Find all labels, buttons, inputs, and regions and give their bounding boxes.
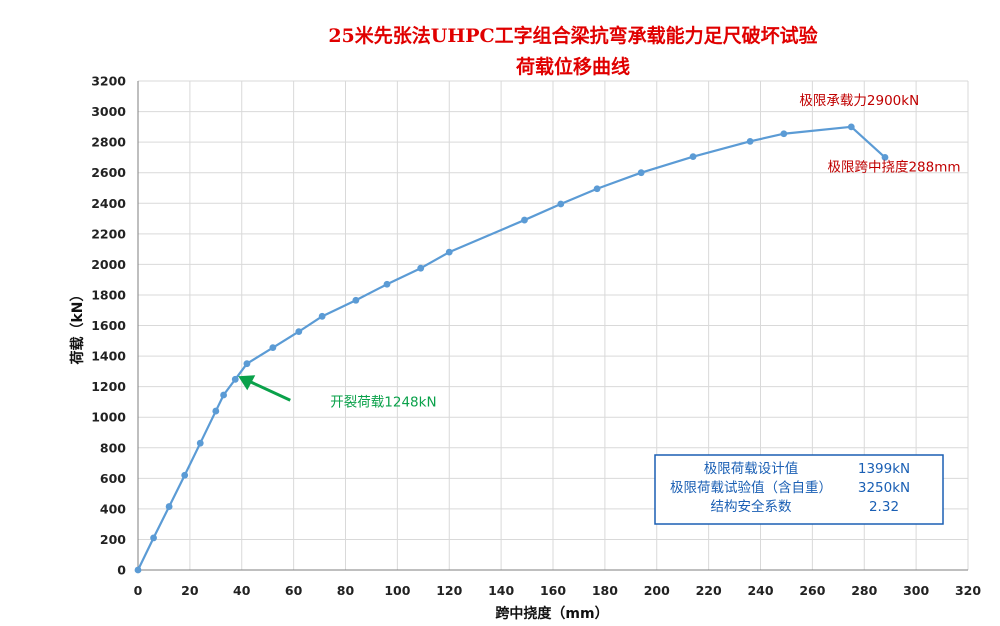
y-axis-title: 荷载（kN） [69, 287, 86, 365]
y-tick-label: 2000 [91, 257, 126, 272]
x-tick-label: 200 [644, 583, 670, 598]
y-tick-label: 0 [117, 563, 126, 578]
x-tick-label: 320 [955, 583, 981, 598]
x-tick-label: 220 [696, 583, 722, 598]
crack-arrow-shaft [248, 379, 291, 402]
x-tick-label: 260 [799, 583, 825, 598]
data-point [150, 534, 157, 542]
data-point [637, 169, 645, 177]
y-tick-label: 400 [100, 501, 126, 516]
info-box-label: 极限荷载设计值 [704, 461, 799, 477]
data-point [847, 123, 855, 131]
data-point [557, 200, 565, 208]
data-point [352, 296, 360, 304]
data-point [212, 407, 220, 415]
x-tick-label: 40 [233, 583, 251, 598]
x-tick-label: 100 [384, 583, 410, 598]
data-point [165, 503, 173, 510]
crack-arrow-head [238, 375, 256, 391]
y-tick-label: 800 [100, 440, 126, 455]
y-tick-label: 2400 [91, 196, 126, 211]
y-tick-label: 200 [100, 532, 126, 547]
info-box-frame [654, 454, 944, 525]
x-tick-label: 240 [747, 583, 773, 598]
data-point [295, 328, 303, 336]
data-point [521, 216, 528, 224]
x-tick-label: 160 [540, 583, 566, 598]
x-axis-title: 跨中挠度（mm） [495, 605, 608, 622]
info-box-value: 3250kN [858, 480, 910, 496]
y-tick-label: 1000 [91, 410, 126, 425]
data-point [181, 471, 189, 479]
data-point [231, 375, 239, 383]
x-tick-label: 80 [337, 583, 355, 598]
chart-title-line-2: 荷载位移曲线 [516, 55, 630, 78]
x-tick-label: 20 [181, 583, 199, 598]
data-point [417, 264, 425, 272]
y-tick-label: 2800 [91, 135, 126, 150]
y-tick-label: 2200 [91, 226, 126, 241]
tick-labels: 0 20 40 60 80 100 120 140 160 180 200 220 240 260 280 3… [91, 74, 981, 599]
data-point [134, 566, 142, 574]
data-point [243, 360, 251, 368]
data-point [220, 391, 227, 399]
data-point [593, 185, 601, 193]
y-tick-label: 3000 [91, 104, 126, 119]
y-tick-label: 1800 [91, 287, 126, 302]
data-point [196, 439, 204, 447]
data-point [780, 130, 788, 138]
data-point [318, 312, 326, 320]
annotation-ultimate-load: 极限承载力2900kN [799, 93, 919, 109]
x-tick-label: 60 [285, 583, 303, 598]
chart-title-line-1: 25米先张法UHPC工字组合梁抗弯承载能力足尺破坏试验 [328, 24, 818, 47]
x-tick-label: 280 [851, 583, 877, 598]
y-tick-label: 1200 [91, 379, 126, 394]
data-point [269, 344, 277, 352]
y-tick-label: 1600 [91, 318, 126, 333]
info-box-label: 结构安全系数 [711, 498, 792, 515]
axes [137, 81, 968, 571]
data-point [383, 280, 391, 288]
y-tick-label: 600 [100, 471, 126, 486]
y-tick-label: 3200 [91, 74, 126, 89]
x-tick-label: 300 [903, 583, 929, 598]
x-tick-label: 0 [134, 583, 143, 598]
y-tick-label: 2600 [91, 165, 126, 180]
y-tick-label: 1400 [91, 349, 126, 364]
chart-title: 25米先张法UHPC工字组合梁抗弯承载能力足尺破坏试验 荷载位移曲线 [328, 24, 818, 78]
annotations: 极限承载力2900kN 极限跨中挠度288mm 开裂荷载1248kN [238, 93, 961, 410]
data-point [881, 154, 889, 161]
info-box-value: 1399kN [858, 461, 910, 477]
data-point [689, 153, 697, 161]
annotation-cracking-load: 开裂荷载1248kN [330, 394, 436, 410]
x-tick-label: 120 [436, 583, 462, 598]
info-box-label: 极限荷载试验值（含自重） [670, 480, 832, 496]
info-box: 极限荷载设计值 1399kN 极限荷载试验值（含自重） 3250kN 结构安全系数 2.3… [654, 454, 944, 525]
info-box-value: 2.32 [869, 499, 899, 515]
series-layer [134, 123, 889, 574]
data-point [445, 248, 453, 256]
data-point [746, 137, 754, 145]
x-tick-label: 140 [488, 583, 514, 598]
x-tick-label: 180 [592, 583, 618, 598]
annotation-ultimate-deflection: 极限跨中挠度288mm [827, 159, 960, 175]
